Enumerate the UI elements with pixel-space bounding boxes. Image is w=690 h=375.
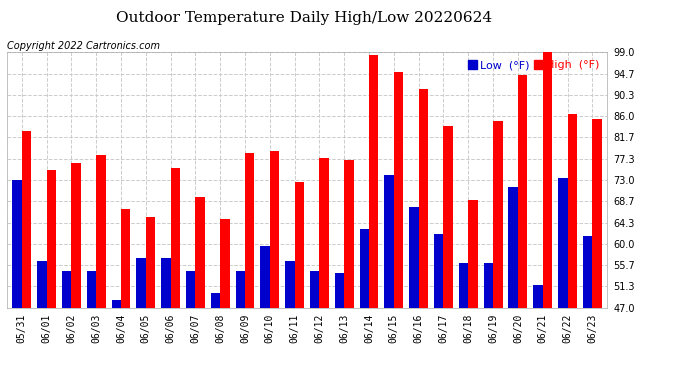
Bar (195, 197, 205, 375)
Bar (335, 273, 344, 375)
Bar (137, 258, 146, 375)
Bar (270, 151, 279, 375)
Bar (567, 114, 577, 375)
Bar (211, 293, 220, 375)
Bar (220, 219, 230, 375)
Bar (121, 209, 130, 375)
Bar (409, 207, 419, 375)
Legend: Low  (°F), High  (°F): Low (°F), High (°F) (466, 58, 602, 73)
Bar (543, 53, 552, 375)
Bar (419, 89, 428, 375)
Text: Outdoor Temperature Daily High/Low 20220624: Outdoor Temperature Daily High/Low 20220… (115, 11, 492, 25)
Bar (394, 72, 403, 375)
Bar (344, 160, 354, 375)
Bar (592, 119, 602, 375)
Bar (285, 261, 295, 375)
Text: Copyright 2022 Cartronics.com: Copyright 2022 Cartronics.com (7, 41, 160, 51)
Bar (434, 234, 444, 375)
Bar (369, 55, 379, 375)
Bar (583, 236, 592, 375)
Bar (62, 271, 71, 375)
Bar (444, 126, 453, 375)
Bar (12, 180, 22, 375)
Bar (146, 217, 155, 375)
Bar (484, 263, 493, 375)
Bar (47, 170, 56, 375)
Bar (493, 121, 502, 375)
Bar (161, 258, 170, 375)
Bar (295, 183, 304, 375)
Bar (459, 263, 469, 375)
Bar (170, 168, 180, 375)
Bar (235, 271, 245, 375)
Bar (37, 261, 47, 375)
Bar (71, 163, 81, 375)
Bar (96, 156, 106, 375)
Bar (509, 188, 518, 375)
Bar (558, 177, 567, 375)
Bar (384, 175, 394, 375)
Bar (260, 246, 270, 375)
Bar (112, 300, 121, 375)
Bar (310, 271, 319, 375)
Bar (469, 200, 477, 375)
Bar (319, 158, 329, 375)
Bar (22, 131, 31, 375)
Bar (533, 285, 543, 375)
Bar (186, 271, 195, 375)
Bar (359, 229, 369, 375)
Bar (518, 75, 527, 375)
Bar (87, 271, 96, 375)
Bar (245, 153, 255, 375)
